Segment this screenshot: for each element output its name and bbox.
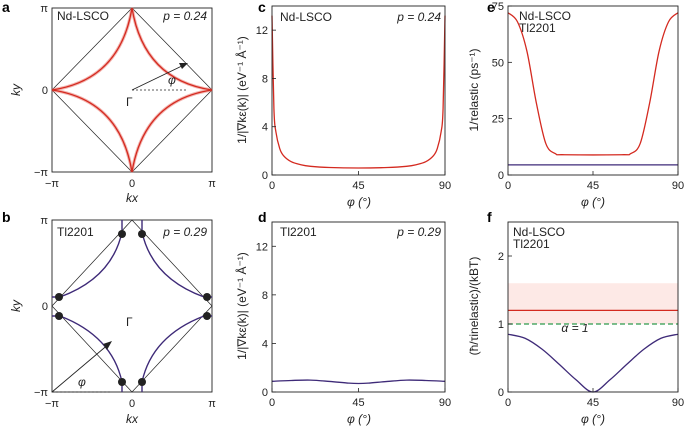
phi-arrowhead	[179, 63, 188, 69]
series-line-f-1	[507, 333, 679, 393]
ytick-label-e: 75	[492, 1, 504, 13]
legend-f-nd-lsco: Nd-LSCO	[513, 225, 565, 239]
xlabel-d: φ (°)	[347, 412, 371, 426]
panel-letter-a: a	[2, 0, 10, 15]
ytick-b-top: π	[40, 215, 48, 227]
ytick-a-top: π	[40, 3, 48, 15]
ytick-label-c: 4	[262, 122, 268, 134]
series-line-e-0	[507, 12, 679, 156]
ytick-label-c: 12	[256, 25, 268, 37]
ylabel-d: 1/|∇kε(k)| (eV⁻¹ Å⁻¹)	[234, 252, 249, 360]
xtick-a-mid: 0	[129, 178, 135, 190]
panel-letter-c: c	[258, 0, 266, 15]
doping-label-d: p = 0.29	[396, 225, 441, 239]
ytick-b-bottom: −π	[34, 387, 48, 399]
ytick-label-f: 0	[498, 387, 504, 399]
ytick-label-f: 2	[498, 251, 504, 263]
xtick-b-left: −π	[45, 398, 59, 410]
material-label-c: Nd-LSCO	[280, 10, 332, 24]
ytick-label-d: 12	[256, 241, 268, 253]
xtick-label-d: 90	[439, 397, 451, 409]
series-line-d-0	[271, 379, 446, 385]
xtick-label-e: 90	[672, 180, 684, 192]
xlabel-b: kx	[126, 412, 139, 426]
hotspot-dots	[55, 230, 211, 386]
fermi-surface-tl2201	[52, 220, 212, 392]
panel-b: b φ Γ Tl2201 p = 0.29 π 0 −π −π 0 π kx k…	[2, 209, 216, 426]
xtick-b-right: π	[208, 398, 216, 410]
ytick-label-d: 0	[262, 387, 268, 399]
xtick-b-mid: 0	[129, 398, 135, 410]
ylabel-a: ky	[9, 83, 23, 96]
fermi-surface-nd-lsco	[51, 7, 213, 173]
xtick-label-f: 45	[587, 397, 599, 409]
ytick-label-d: 4	[262, 338, 268, 350]
ytick-a-mid: 0	[42, 85, 48, 97]
series-line-c-0	[271, 15, 446, 169]
phi-symbol-b: φ	[78, 375, 86, 389]
xtick-label-d: 45	[352, 397, 364, 409]
material-label-d: Tl2201	[280, 225, 317, 239]
frame-d	[271, 221, 446, 393]
gamma-point: Γ	[126, 95, 133, 109]
xtick-label-f: 90	[672, 397, 684, 409]
panel-letter-f: f	[487, 209, 492, 225]
xtick-label-f: 0	[505, 397, 511, 409]
ytick-b-mid: 0	[42, 301, 48, 313]
frame-c	[271, 5, 446, 176]
doping-label-a: p = 0.24	[162, 9, 207, 23]
material-label-a: Nd-LSCO	[57, 9, 109, 23]
ytick-a-bottom: −π	[34, 167, 48, 179]
ytick-label-c: 8	[262, 73, 268, 85]
panel-letter-e: e	[487, 0, 495, 15]
phi-symbol: φ	[168, 73, 176, 87]
panel-letter-b: b	[2, 209, 11, 225]
xtick-a-right: π	[208, 178, 216, 190]
gamma-point-b: Γ	[126, 315, 133, 329]
xtick-a-left: −π	[45, 178, 59, 190]
xtick-label-c: 45	[352, 180, 364, 192]
ylabel-e: 1/τelastic (ps⁻¹)	[467, 48, 481, 131]
ytick-label-c: 0	[262, 170, 268, 182]
ylabel-f: (ħ/τinelastic)/(kBT)	[467, 257, 481, 356]
ylabel-b: ky	[9, 299, 23, 312]
phi-arrow-b	[51, 342, 111, 393]
zone-boundary-b	[51, 219, 213, 393]
ytick-label-e: 50	[492, 57, 504, 69]
doping-label-b: p = 0.29	[162, 225, 207, 239]
panel-a: a φ Γ Nd-LSCO p = 0.24 π 0 −π −π 0 π kx …	[2, 0, 216, 205]
xtick-label-e: 0	[505, 180, 511, 192]
xtick-label-c: 90	[439, 180, 451, 192]
legend-e-nd-lsco: Nd-LSCO	[519, 9, 571, 23]
uncertainty-band-f	[508, 283, 678, 324]
xtick-label-c: 0	[269, 180, 275, 192]
doping-label-c: p = 0.24	[396, 10, 441, 24]
xtick-label-e: 45	[587, 180, 599, 192]
ytick-label-e: 25	[492, 114, 504, 126]
xlabel-f: φ (°)	[581, 412, 605, 426]
ytick-label-f: 1	[498, 319, 504, 331]
ytick-label-e: 0	[498, 170, 504, 182]
panel-b-frame	[51, 219, 213, 393]
xtick-label-d: 0	[269, 397, 275, 409]
xlabel-c: φ (°)	[347, 195, 371, 209]
material-label-b: Tl2201	[57, 225, 94, 239]
xlabel-e: φ (°)	[581, 195, 605, 209]
legend-f-tl2201: Tl2201	[513, 237, 550, 251]
ytick-label-d: 8	[262, 290, 268, 302]
legend-e-tl2201: Tl2201	[519, 21, 556, 35]
ylabel-c: 1/|∇kε(k)| (eV⁻¹ Å⁻¹)	[234, 36, 249, 144]
phi-arrowhead-b	[103, 341, 112, 350]
xlabel-a: kx	[126, 191, 139, 205]
panel-letter-d: d	[258, 209, 267, 225]
phi-arrow	[131, 63, 187, 91]
